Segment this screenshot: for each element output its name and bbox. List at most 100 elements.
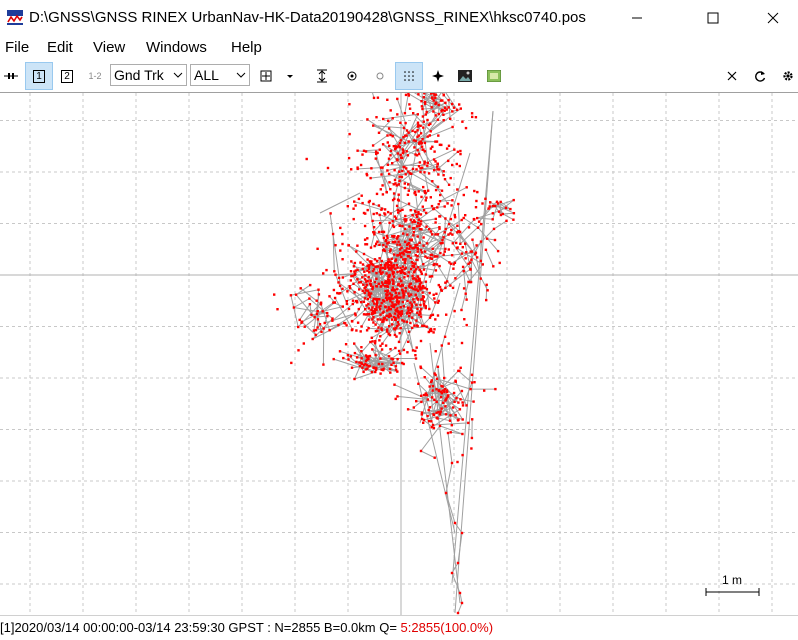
options-button[interactable] — [778, 62, 798, 90]
track-point — [399, 248, 401, 250]
center-menu-button[interactable] — [283, 62, 297, 90]
track-point — [391, 301, 393, 303]
app-icon — [6, 8, 24, 26]
satellite-filter-value: ALL — [194, 67, 219, 83]
track-point — [486, 284, 488, 286]
track-point — [328, 295, 330, 297]
track-point — [349, 287, 351, 289]
minimize-button[interactable] — [614, 0, 660, 35]
track-point — [320, 331, 322, 333]
show-compass-button[interactable] — [428, 62, 448, 90]
track-point — [442, 385, 444, 387]
track-point — [500, 201, 502, 203]
track-point — [368, 292, 370, 294]
track-point — [433, 263, 435, 265]
track-point — [310, 314, 312, 316]
plot2-button[interactable]: 2 — [56, 62, 78, 90]
track-point — [382, 312, 384, 314]
track-point — [366, 174, 368, 176]
track-point — [397, 266, 399, 268]
track-point — [461, 401, 463, 403]
menu-windows[interactable]: Windows — [146, 39, 207, 56]
menu-help[interactable]: Help — [231, 39, 262, 56]
track-point — [449, 118, 451, 120]
track-point — [396, 254, 398, 256]
track-point — [316, 300, 318, 302]
track-point — [444, 102, 446, 104]
track-segment — [486, 285, 487, 300]
track-point — [421, 325, 423, 327]
menu-view[interactable]: View — [93, 39, 125, 56]
track-point — [308, 297, 310, 299]
track-segment — [458, 533, 462, 563]
plot-type-select[interactable]: Gnd Trk — [110, 64, 187, 86]
track-point — [460, 367, 462, 369]
track-point — [441, 344, 443, 346]
show-origin-button[interactable] — [370, 62, 390, 90]
close-button[interactable] — [750, 0, 796, 35]
track-point — [459, 165, 461, 167]
track-point — [405, 94, 407, 96]
maximize-button[interactable] — [690, 0, 736, 35]
track-point — [354, 352, 356, 354]
track-point — [421, 411, 423, 413]
plot12-button[interactable]: 1-2 — [84, 62, 106, 90]
track-point — [421, 298, 423, 300]
track-point — [425, 226, 427, 228]
track-point — [492, 218, 494, 220]
show-map-button[interactable] — [455, 62, 475, 90]
track-point — [398, 194, 400, 196]
center-origin-button[interactable] — [256, 62, 276, 90]
track-point — [407, 255, 409, 257]
track-point — [401, 209, 403, 211]
track-point — [411, 303, 413, 305]
track-point — [427, 135, 429, 137]
track-point — [371, 220, 373, 222]
track-point — [388, 222, 390, 224]
ground-track-plot[interactable]: 1 m — [0, 92, 798, 616]
track-point — [443, 377, 445, 379]
track-point — [429, 317, 431, 319]
track-point — [297, 326, 299, 328]
show-gis-button[interactable] — [484, 62, 504, 90]
connect-button[interactable] — [2, 62, 20, 90]
ground-track-canvas[interactable]: 1 m — [0, 93, 798, 616]
track-point — [393, 253, 395, 255]
track-point — [449, 284, 451, 286]
track-point — [337, 281, 339, 283]
track-point — [450, 263, 452, 265]
track-point — [382, 368, 384, 370]
track-point — [426, 257, 428, 259]
track-point — [451, 199, 453, 201]
reload-button[interactable] — [750, 62, 770, 90]
menu-edit[interactable]: Edit — [47, 39, 73, 56]
track-point — [445, 398, 447, 400]
track-point — [486, 289, 488, 291]
track-point — [394, 319, 396, 321]
fix-center-button[interactable] — [342, 62, 362, 90]
track-point — [404, 262, 406, 264]
satellite-filter-select[interactable]: ALL — [190, 64, 250, 86]
track-point — [448, 223, 450, 225]
track-point — [396, 158, 398, 160]
clear-button[interactable] — [722, 62, 742, 90]
track-point — [426, 119, 428, 121]
track-point — [393, 384, 395, 386]
track-point — [451, 110, 453, 112]
track-point — [461, 252, 463, 254]
track-point — [416, 255, 418, 257]
track-point — [417, 280, 419, 282]
track-point — [376, 241, 378, 243]
menu-file[interactable]: File — [5, 39, 29, 56]
track-point — [366, 237, 368, 239]
show-grid-button[interactable] — [395, 62, 423, 90]
track-point — [456, 188, 458, 190]
track-point — [317, 318, 319, 320]
track-point — [364, 225, 366, 227]
track-point — [429, 134, 431, 136]
track-point — [458, 103, 460, 105]
fit-vertical-button[interactable] — [312, 62, 332, 90]
plot1-button[interactable]: 1 — [25, 62, 53, 90]
track-point — [418, 225, 420, 227]
track-point — [443, 254, 445, 256]
